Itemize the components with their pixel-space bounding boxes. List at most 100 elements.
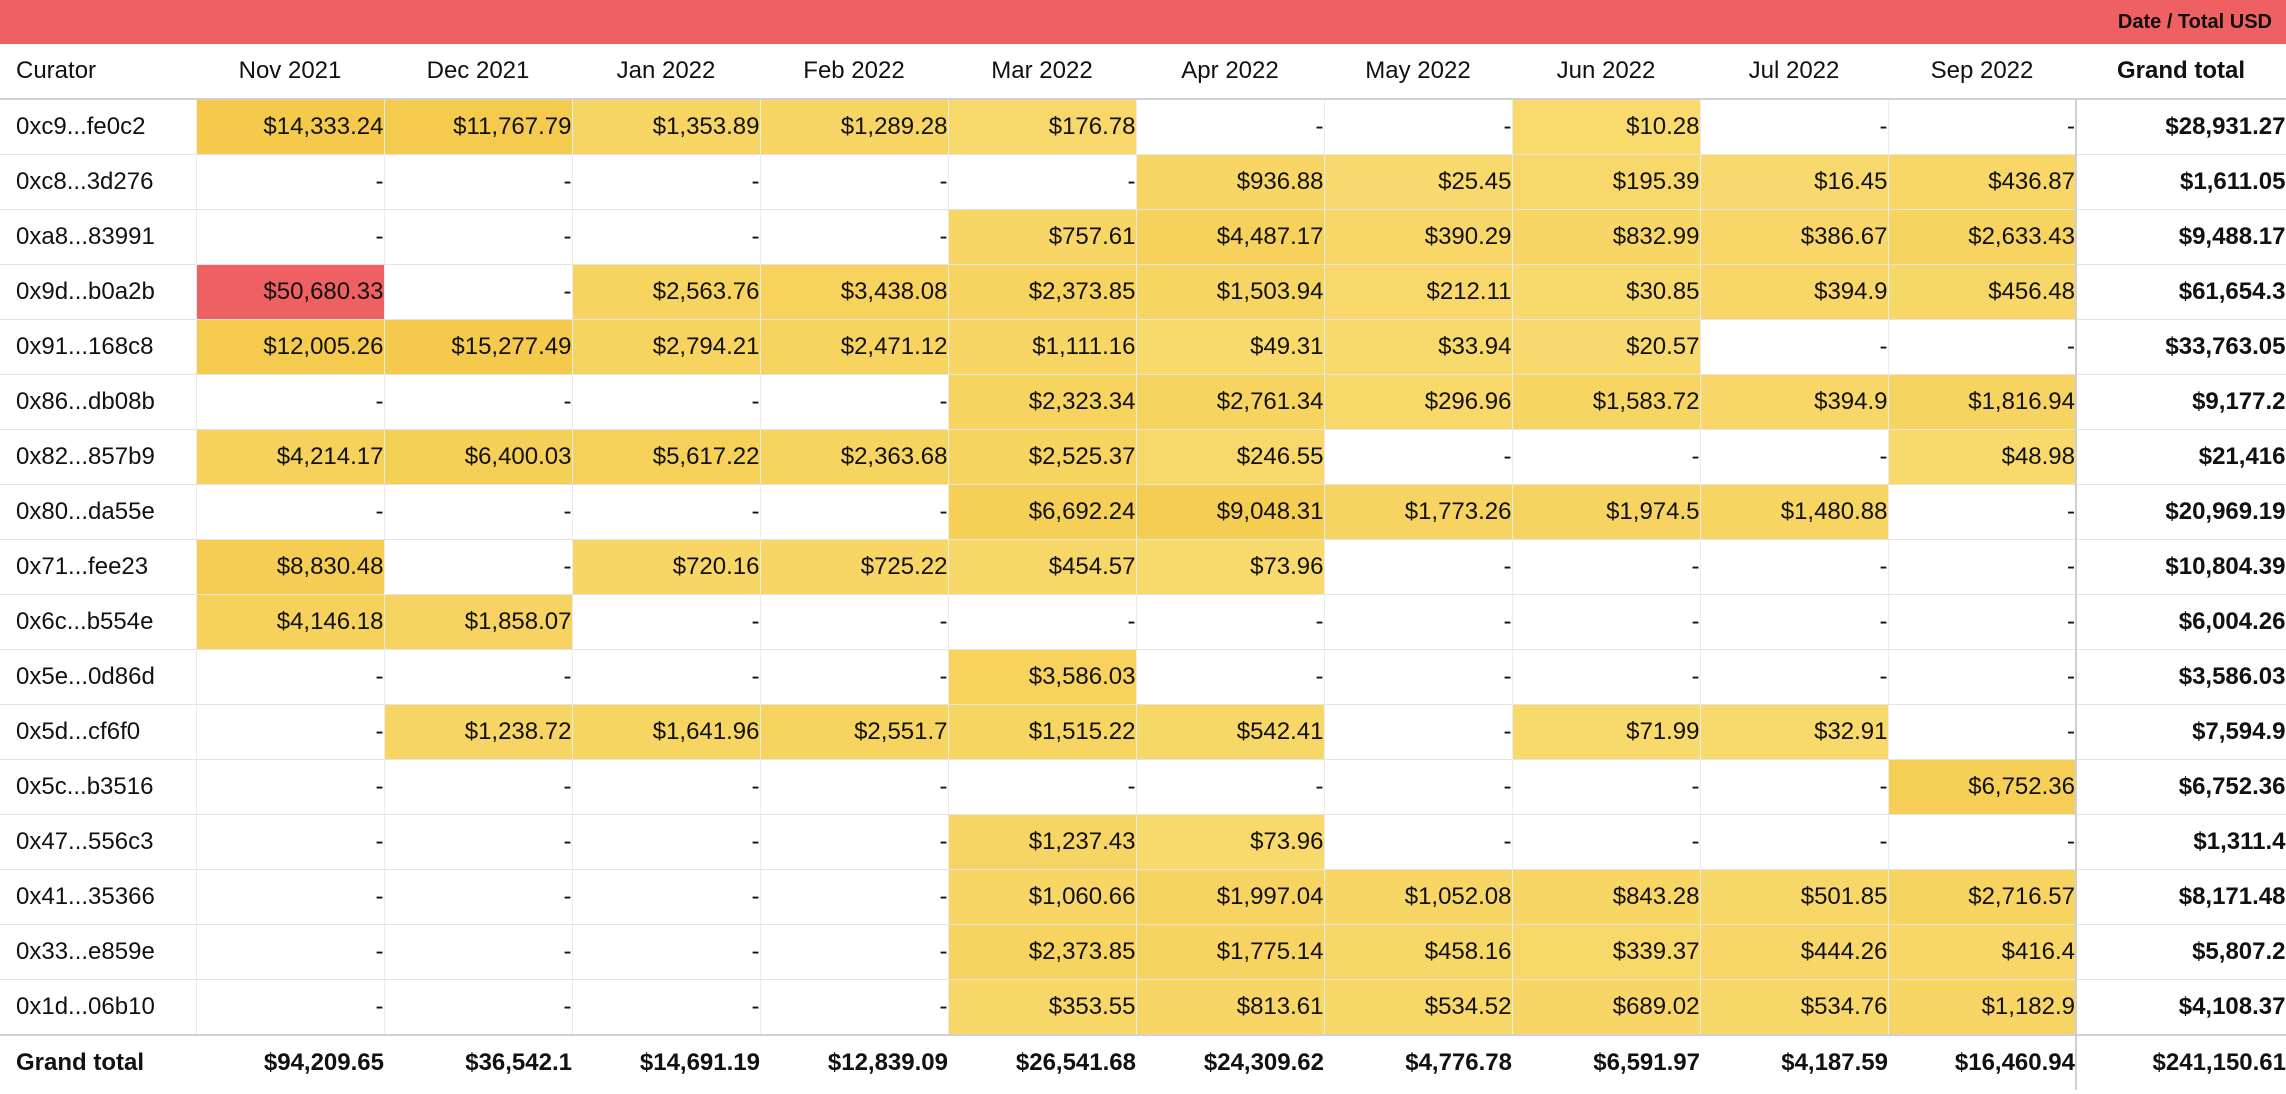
value-cell: - xyxy=(572,594,761,650)
value-cell: $71.99 xyxy=(1512,704,1701,760)
value-cell: $73.96 xyxy=(1136,814,1325,870)
column-header-month[interactable]: Jun 2022 xyxy=(1512,44,1700,100)
column-header-month[interactable]: May 2022 xyxy=(1324,44,1512,100)
value-cell: $33.94 xyxy=(1324,319,1513,375)
value-cell: - xyxy=(1136,649,1325,705)
table-row: 0x5d...cf6f0- $1,238.72 $1,641.96 $2,551.7 $… xyxy=(0,704,2286,760)
curator-label: 0xa8...83991 xyxy=(0,209,197,265)
column-total-cell: $26,541.68 xyxy=(948,1034,1136,1090)
value-cell: - xyxy=(196,704,385,760)
curator-label: 0x1d...06b10 xyxy=(0,979,197,1036)
value-cell: - xyxy=(1324,814,1513,870)
column-total-cell: $94,209.65 xyxy=(196,1034,384,1090)
value-cell: - xyxy=(948,759,1137,815)
column-header-grand-total[interactable]: Grand total xyxy=(2076,44,2286,100)
column-header-month[interactable]: Mar 2022 xyxy=(948,44,1136,100)
column-header-curator[interactable]: Curator xyxy=(0,44,196,100)
value-cell: $1,775.14 xyxy=(1136,924,1325,980)
value-cell: $843.28 xyxy=(1512,869,1701,925)
value-cell: $436.87 xyxy=(1888,154,2077,210)
value-cell: $296.96 xyxy=(1324,374,1513,430)
value-cell: - xyxy=(760,814,949,870)
value-cell: $1,480.88 xyxy=(1700,484,1889,540)
value-cell: - xyxy=(1700,814,1889,870)
value-cell: $1,583.72 xyxy=(1512,374,1701,430)
value-cell: - xyxy=(1512,759,1701,815)
row-grand-total-cell: $1,611.05 xyxy=(2075,154,2286,210)
value-cell: - xyxy=(1324,594,1513,650)
value-cell: - xyxy=(760,869,949,925)
header-row: Curator Nov 2021 Dec 2021 Jan 2022 Feb 2022… xyxy=(0,44,2286,100)
curator-label: 0xc9...fe0c2 xyxy=(0,99,197,155)
curator-label: 0x80...da55e xyxy=(0,484,197,540)
value-cell: $725.22 xyxy=(760,539,949,595)
value-cell: - xyxy=(572,649,761,705)
value-cell: $394.9 xyxy=(1700,264,1889,320)
curator-label: 0x91...168c8 xyxy=(0,319,197,375)
value-cell: - xyxy=(196,924,385,980)
curator-label: 0x6c...b554e xyxy=(0,594,197,650)
value-cell: - xyxy=(196,484,385,540)
row-grand-total-cell: $28,931.27 xyxy=(2075,99,2286,155)
column-header-month[interactable]: Jul 2022 xyxy=(1700,44,1888,100)
value-cell: $444.26 xyxy=(1700,924,1889,980)
row-grand-total-cell: $8,171.48 xyxy=(2075,869,2286,925)
column-header-month[interactable]: Nov 2021 xyxy=(196,44,384,100)
value-cell: $458.16 xyxy=(1324,924,1513,980)
value-cell: $813.61 xyxy=(1136,979,1325,1036)
column-header-month[interactable]: Feb 2022 xyxy=(760,44,948,100)
value-cell: - xyxy=(760,209,949,265)
value-cell: $176.78 xyxy=(948,99,1137,155)
value-cell: $936.88 xyxy=(1136,154,1325,210)
value-cell: $501.85 xyxy=(1700,869,1889,925)
value-cell: $6,400.03 xyxy=(384,429,573,485)
value-cell: $689.02 xyxy=(1512,979,1701,1036)
value-cell: - xyxy=(1700,429,1889,485)
value-cell: $1,515.22 xyxy=(948,704,1137,760)
value-cell: - xyxy=(196,154,385,210)
column-header-month[interactable]: Sep 2022 xyxy=(1888,44,2076,100)
value-cell: - xyxy=(196,374,385,430)
value-cell: $386.67 xyxy=(1700,209,1889,265)
value-cell: $1,997.04 xyxy=(1136,869,1325,925)
table-row: 0xa8...83991- - - - $757.61 $4,487.17 $390.29 $… xyxy=(0,209,2286,265)
column-header-month[interactable]: Jan 2022 xyxy=(572,44,760,100)
value-cell: - xyxy=(1324,704,1513,760)
value-cell: $2,794.21 xyxy=(572,319,761,375)
value-cell: - xyxy=(572,484,761,540)
table-row: 0x9d...b0a2b $50,680.33- $2,563.76 $3,438.0… xyxy=(0,264,2286,320)
value-cell: $5,617.22 xyxy=(572,429,761,485)
value-cell: - xyxy=(384,264,573,320)
value-cell: - xyxy=(572,979,761,1036)
table-row: 0x41...35366- - - - $1,060.66 $1,997.04 $1,052… xyxy=(0,869,2286,925)
value-cell: - xyxy=(1136,594,1325,650)
value-cell: $1,816.94 xyxy=(1888,374,2077,430)
table-row: 0x86...db08b - - - - $2,323.34 $2,761.34 $296.9… xyxy=(0,374,2286,430)
value-cell: $2,551.7 xyxy=(760,704,949,760)
value-cell: - xyxy=(1512,594,1701,650)
value-cell: $1,237.43 xyxy=(948,814,1137,870)
value-cell: - xyxy=(1888,814,2077,870)
value-cell: - xyxy=(948,594,1137,650)
row-grand-total-cell: $33,763.05 xyxy=(2075,319,2286,375)
value-cell: $2,563.76 xyxy=(572,264,761,320)
value-cell: $2,471.12 xyxy=(760,319,949,375)
value-cell: $3,586.03 xyxy=(948,649,1137,705)
value-cell: $416.4 xyxy=(1888,924,2077,980)
header-bar: Date / Total USD xyxy=(0,0,2286,44)
table-row: 0x82...857b9 $4,214.17 $6,400.03 $5,617.22 $… xyxy=(0,429,2286,485)
curator-label: 0x9d...b0a2b xyxy=(0,264,197,320)
column-header-month[interactable]: Apr 2022 xyxy=(1136,44,1324,100)
table-row: 0xc8...3d276- - - - - $936.88 $25.45 $195.39 $16… xyxy=(0,154,2286,210)
value-cell: $14,333.24 xyxy=(196,99,385,155)
column-header-month[interactable]: Dec 2021 xyxy=(384,44,572,100)
table-row: 0x80...da55e - - - - $6,692.24 $9,048.31 $1,773… xyxy=(0,484,2286,540)
curator-label: 0x5c...b3516 xyxy=(0,759,197,815)
value-cell: $4,146.18 xyxy=(196,594,385,650)
value-cell: - xyxy=(196,979,385,1036)
value-cell: - xyxy=(760,649,949,705)
value-cell: $12,005.26 xyxy=(196,319,385,375)
column-total-cell: $4,187.59 xyxy=(1700,1034,1888,1090)
table-row: 0x6c...b554e $4,146.18 $1,858.07- - - - - - - - $6… xyxy=(0,594,2286,650)
value-cell: - xyxy=(1888,649,2077,705)
